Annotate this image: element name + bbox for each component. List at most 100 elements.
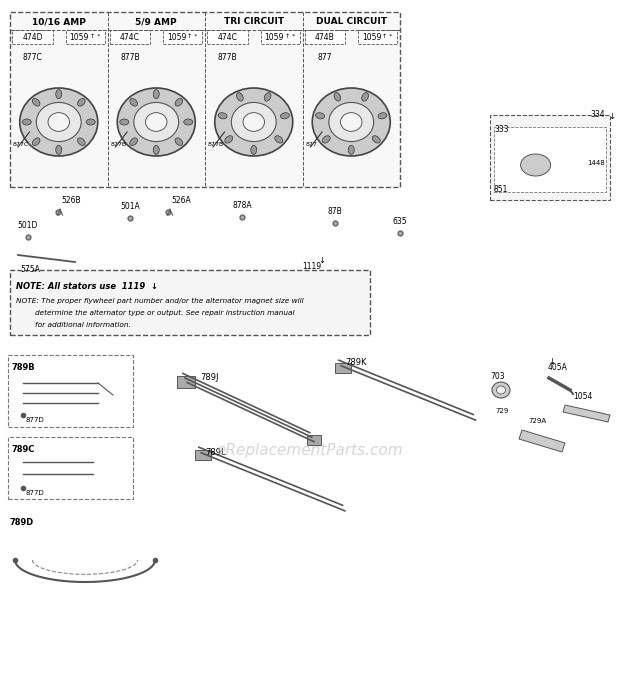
- Text: 1448: 1448: [587, 160, 605, 166]
- Text: 526B: 526B: [61, 196, 81, 205]
- Text: 501D: 501D: [18, 221, 38, 230]
- Text: 575A: 575A: [20, 265, 40, 274]
- Ellipse shape: [78, 98, 85, 106]
- Text: 877C: 877C: [13, 142, 29, 147]
- Text: DUAL CIRCUIT: DUAL CIRCUIT: [316, 17, 387, 26]
- Ellipse shape: [86, 119, 95, 125]
- Ellipse shape: [184, 119, 193, 125]
- Ellipse shape: [117, 88, 195, 156]
- Ellipse shape: [312, 88, 390, 156]
- Ellipse shape: [56, 89, 62, 98]
- Text: 789J: 789J: [200, 373, 218, 382]
- Ellipse shape: [225, 136, 232, 143]
- Bar: [195, 450, 211, 460]
- Ellipse shape: [146, 113, 167, 132]
- Text: 10/16 AMP: 10/16 AMP: [32, 17, 86, 26]
- Ellipse shape: [329, 103, 374, 141]
- Ellipse shape: [340, 113, 362, 132]
- Text: 635: 635: [392, 217, 407, 226]
- Bar: [110, 30, 151, 44]
- Ellipse shape: [378, 113, 387, 119]
- Text: 877D: 877D: [26, 490, 45, 496]
- Bar: [490, 115, 610, 200]
- Text: 877C: 877C: [22, 53, 42, 62]
- Bar: [304, 30, 345, 44]
- Ellipse shape: [48, 113, 69, 132]
- Text: 729: 729: [495, 408, 508, 414]
- Text: 877B: 877B: [208, 142, 224, 147]
- Ellipse shape: [334, 93, 341, 101]
- Ellipse shape: [362, 93, 368, 101]
- Text: 474C: 474C: [120, 33, 140, 42]
- Ellipse shape: [134, 103, 179, 141]
- Text: 1059: 1059: [362, 33, 381, 42]
- Text: 405A: 405A: [548, 363, 568, 372]
- Bar: [12, 30, 53, 44]
- Text: 789D: 789D: [10, 518, 34, 527]
- Text: 877: 877: [306, 142, 317, 147]
- Text: 333: 333: [494, 125, 508, 134]
- Text: NOTE: All stators use  1119  ↓: NOTE: All stators use 1119 ↓: [16, 282, 158, 291]
- Ellipse shape: [175, 138, 183, 146]
- Ellipse shape: [521, 154, 551, 176]
- Text: 878A: 878A: [232, 201, 252, 210]
- Bar: [10, 270, 370, 335]
- Text: ↑ *: ↑ *: [90, 35, 100, 40]
- Ellipse shape: [322, 136, 330, 143]
- Text: 789B: 789B: [11, 363, 35, 372]
- Text: ↓: ↓: [549, 357, 556, 366]
- Polygon shape: [519, 430, 565, 452]
- Ellipse shape: [275, 136, 283, 143]
- Text: 789L: 789L: [205, 448, 226, 457]
- Ellipse shape: [250, 146, 257, 155]
- Text: 877B: 877B: [120, 53, 140, 62]
- Bar: [335, 363, 351, 373]
- Text: 1059: 1059: [69, 33, 89, 42]
- Ellipse shape: [153, 89, 159, 98]
- Bar: [494, 127, 606, 192]
- Ellipse shape: [56, 146, 62, 155]
- Ellipse shape: [120, 119, 129, 125]
- Bar: [358, 30, 397, 44]
- Text: 877: 877: [317, 53, 332, 62]
- Text: 877B: 877B: [110, 142, 126, 147]
- Ellipse shape: [153, 146, 159, 155]
- Ellipse shape: [316, 113, 324, 119]
- Bar: [66, 30, 105, 44]
- Text: ↑ *: ↑ *: [285, 35, 295, 40]
- Text: 474D: 474D: [22, 33, 43, 42]
- Ellipse shape: [32, 138, 40, 146]
- Bar: [163, 30, 202, 44]
- Ellipse shape: [237, 93, 243, 101]
- Ellipse shape: [22, 119, 31, 125]
- Ellipse shape: [497, 386, 505, 394]
- Text: 5/9 AMP: 5/9 AMP: [135, 17, 177, 26]
- Ellipse shape: [264, 93, 271, 101]
- Ellipse shape: [215, 88, 293, 156]
- Text: 501A: 501A: [120, 202, 140, 211]
- Ellipse shape: [348, 146, 354, 155]
- Text: ↑ *: ↑ *: [187, 35, 198, 40]
- Text: 1119: 1119: [302, 262, 321, 271]
- Bar: [8, 437, 133, 499]
- Text: 1054: 1054: [573, 392, 592, 401]
- Ellipse shape: [492, 382, 510, 398]
- Text: 729A: 729A: [528, 418, 546, 424]
- Text: 526A: 526A: [171, 196, 191, 205]
- Bar: [8, 355, 133, 427]
- Bar: [307, 435, 321, 445]
- Text: 789C: 789C: [11, 445, 34, 454]
- Ellipse shape: [20, 88, 98, 156]
- Text: ↓: ↓: [319, 256, 326, 265]
- Ellipse shape: [231, 103, 276, 141]
- Text: 474C: 474C: [218, 33, 237, 42]
- Ellipse shape: [218, 113, 227, 119]
- Text: ↓: ↓: [608, 112, 616, 121]
- Ellipse shape: [372, 136, 380, 143]
- Text: 1059: 1059: [265, 33, 284, 42]
- Text: 334: 334: [590, 110, 605, 119]
- Text: for additional information.: for additional information.: [16, 322, 131, 328]
- Bar: [10, 12, 400, 187]
- Text: NOTE: The proper flywheel part number and/or the alternator magnet size will: NOTE: The proper flywheel part number an…: [16, 298, 304, 304]
- Text: 87B: 87B: [327, 207, 342, 216]
